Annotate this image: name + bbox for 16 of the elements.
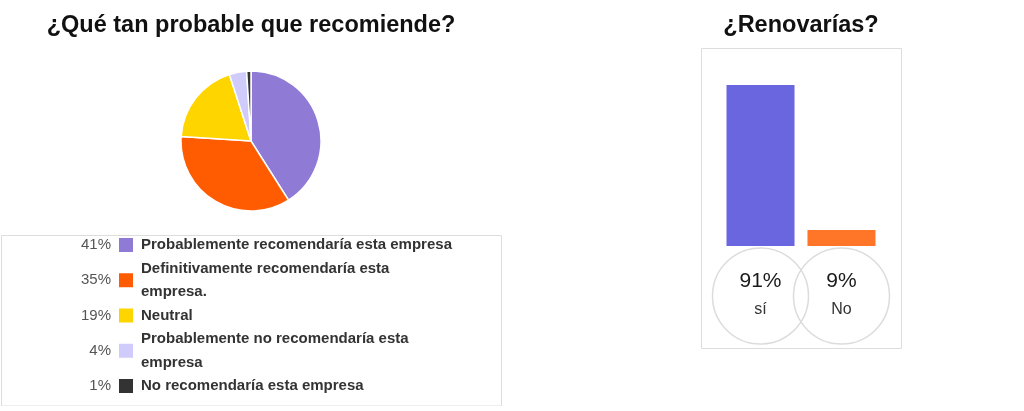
legend-label: Definitivamente recomendaría esta empresa. — [141, 258, 391, 299]
legend-label: Probablemente recomendaría esta empresa — [141, 235, 453, 252]
legend-label: No recomendaría esta empresa — [141, 376, 365, 393]
chart-title: ¿Renovarías? — [723, 10, 879, 37]
x-tick-label: sí — [754, 300, 768, 317]
chart-title: ¿Qué tan probable que recomiende? — [46, 10, 456, 37]
data-label: 41% — [80, 235, 111, 252]
data-label: 91% — [739, 268, 782, 291]
data-label: 35% — [80, 270, 111, 288]
data-label: 4% — [89, 340, 111, 358]
legend-label: Neutral — [141, 305, 193, 323]
x-tick-label: No — [831, 300, 852, 317]
data-label: 1% — [89, 376, 111, 393]
data-label: 19% — [80, 305, 111, 323]
data-label: 9% — [826, 268, 857, 291]
legend-label: Probablemente no recomendaría esta empresa — [141, 329, 410, 370]
